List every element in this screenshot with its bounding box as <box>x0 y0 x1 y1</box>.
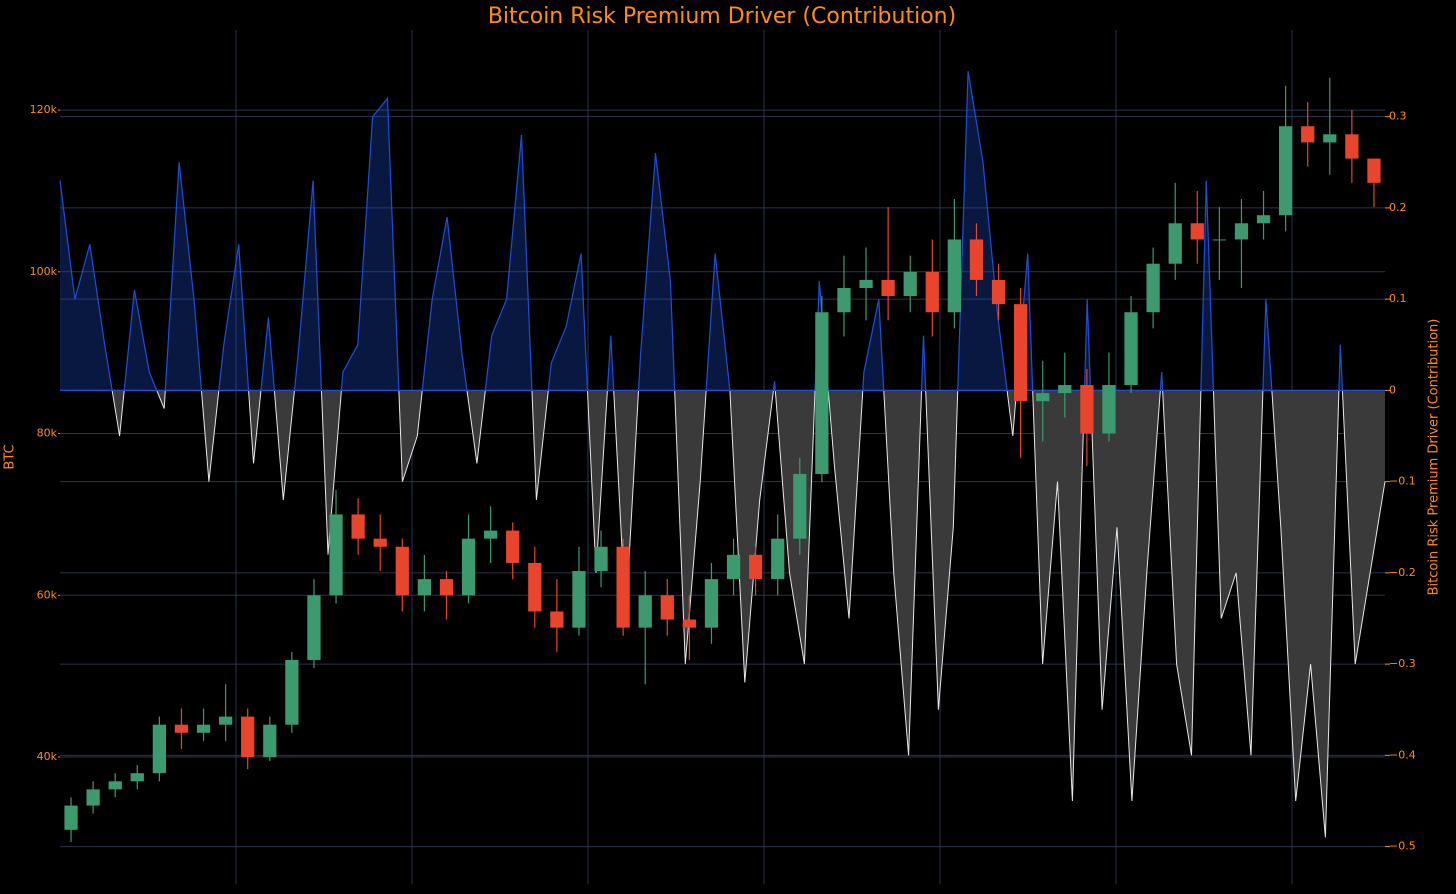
candle-body <box>1345 134 1359 159</box>
y2-tick-label: −0.5 <box>1389 840 1416 853</box>
candle-body <box>1146 263 1160 313</box>
y-axis-title: BTC <box>3 444 18 469</box>
candle-body <box>528 562 542 612</box>
candle-body <box>1102 385 1116 434</box>
y2-tick-label: −0.1 <box>1389 475 1416 488</box>
candle-body <box>86 789 100 806</box>
negative-area <box>112 390 1385 838</box>
y2-tick-label: −0.3 <box>1389 657 1416 670</box>
candle-body <box>241 716 255 758</box>
candle-body <box>815 312 829 474</box>
candle-body <box>329 514 343 596</box>
candle-body <box>1168 223 1182 264</box>
positive-line <box>59 71 1344 391</box>
candle-body <box>969 239 984 280</box>
y2-axis-title: Bitcoin Risk Premium Driver (Contributio… <box>1427 319 1442 596</box>
candle-body <box>793 473 807 539</box>
candle-body <box>991 279 1006 305</box>
positive-area <box>60 71 1385 391</box>
y2-tick-label: 0 <box>1389 383 1396 396</box>
candle-body <box>1190 223 1204 240</box>
candle-body <box>1301 126 1315 143</box>
candle-body <box>263 724 277 758</box>
candle-body <box>682 619 696 628</box>
y-tick-label: 60k <box>37 588 58 601</box>
candle-body <box>903 271 917 297</box>
y-tick-label: 80k <box>37 427 58 440</box>
chart-title: Bitcoin Risk Premium Driver (Contributio… <box>488 4 956 29</box>
candle-body <box>837 287 851 313</box>
candle-body <box>174 724 189 733</box>
candle-body <box>152 724 166 774</box>
y2-tick-label: 0.2 <box>1389 201 1407 214</box>
candle-body <box>307 595 321 660</box>
candle-body <box>1080 385 1094 434</box>
y-tick-label: 100k <box>30 265 58 278</box>
candle-body <box>572 571 586 628</box>
candle-body <box>285 659 299 725</box>
candle-body <box>1279 126 1293 216</box>
candle-body <box>594 546 608 572</box>
candle-body <box>925 271 939 313</box>
candle-body <box>771 538 785 580</box>
y2-tick-label: −0.2 <box>1389 566 1416 579</box>
candle-body <box>947 239 961 313</box>
candle-body <box>660 595 674 620</box>
candle-body <box>417 579 431 596</box>
candle-body <box>108 781 122 790</box>
candle-body <box>351 514 365 539</box>
candle-body <box>749 554 763 580</box>
candle-body <box>1058 385 1072 394</box>
y2-tick-label: −0.4 <box>1389 748 1416 761</box>
candle-body <box>859 279 873 288</box>
candle-body <box>373 538 387 547</box>
candle-body <box>484 530 498 539</box>
candle-body <box>704 579 719 628</box>
y2-tick-label: 0.3 <box>1389 110 1407 123</box>
candle-body <box>1124 312 1138 386</box>
candle-body <box>1212 239 1226 241</box>
candle-body <box>395 546 409 596</box>
candle-body <box>1323 134 1337 143</box>
candle-body <box>638 595 652 628</box>
candle-body <box>1234 223 1249 240</box>
candle-body <box>881 279 895 297</box>
y-tick-label: 40k <box>37 750 58 763</box>
candle-body <box>506 530 520 563</box>
candle-body <box>1036 393 1050 402</box>
candle-body <box>439 579 454 596</box>
candle-body <box>196 724 211 733</box>
y-tick-label: 120k <box>30 103 58 116</box>
candle-body <box>64 805 78 830</box>
candle-body <box>550 611 564 628</box>
candle-body <box>130 773 144 782</box>
candle-body <box>726 554 741 580</box>
candle-body <box>1367 158 1381 183</box>
y2-tick-label: 0.1 <box>1389 292 1407 305</box>
negative-line <box>111 390 1386 838</box>
candle-body <box>616 546 630 628</box>
candle-body <box>1256 215 1271 224</box>
candle-body <box>219 716 233 725</box>
candle-body <box>1014 304 1028 402</box>
candle-body <box>461 538 476 596</box>
